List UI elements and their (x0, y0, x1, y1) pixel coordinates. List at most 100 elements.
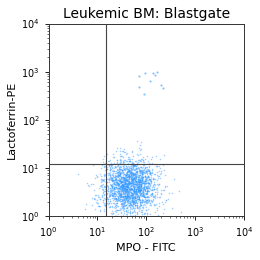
Point (144, 184, 148, 188)
Point (112, 196, 116, 200)
Point (115, 174, 120, 178)
Point (140, 197, 145, 201)
Point (138, 180, 142, 185)
Point (102, 154, 106, 158)
Point (113, 214, 118, 218)
Point (135, 170, 139, 174)
Point (108, 170, 112, 174)
Point (92, 196, 96, 200)
Point (129, 207, 134, 211)
Point (143, 178, 147, 183)
Point (110, 177, 114, 181)
Point (140, 172, 144, 176)
Point (142, 198, 146, 203)
Point (119, 191, 124, 196)
Point (138, 210, 142, 214)
Point (122, 182, 127, 186)
Point (122, 150, 126, 154)
Point (126, 198, 131, 203)
Point (144, 170, 148, 174)
Point (124, 212, 128, 216)
Point (131, 171, 135, 175)
Point (146, 189, 150, 193)
Point (126, 210, 130, 214)
Point (113, 206, 117, 211)
Point (125, 167, 129, 171)
Point (111, 155, 115, 159)
Point (130, 199, 134, 203)
Point (113, 197, 117, 201)
Point (129, 174, 133, 178)
Point (108, 167, 113, 172)
Point (122, 186, 127, 190)
Point (120, 168, 124, 172)
Point (116, 184, 120, 188)
Point (111, 169, 115, 173)
Point (120, 202, 124, 206)
Point (121, 183, 125, 187)
Point (132, 176, 136, 180)
Point (118, 193, 122, 197)
Point (123, 193, 127, 197)
Point (118, 172, 122, 176)
Point (127, 173, 131, 177)
Point (142, 187, 146, 191)
Point (125, 193, 129, 197)
Point (131, 154, 135, 158)
Point (124, 188, 128, 192)
Point (121, 183, 125, 187)
Point (149, 172, 153, 177)
Point (110, 165, 114, 169)
Point (134, 196, 138, 200)
Point (134, 194, 139, 199)
Point (144, 186, 148, 190)
Point (99, 177, 103, 181)
Point (161, 86, 165, 90)
Point (152, 194, 156, 198)
Point (126, 198, 130, 202)
Point (124, 172, 128, 176)
Point (128, 214, 132, 218)
Point (130, 192, 134, 196)
Point (114, 210, 118, 214)
Point (139, 180, 143, 184)
Point (145, 187, 149, 191)
Point (117, 165, 121, 169)
Point (143, 189, 147, 193)
Point (124, 167, 128, 171)
Point (125, 194, 129, 198)
Point (125, 210, 129, 214)
Point (130, 165, 134, 170)
Point (134, 170, 139, 174)
Point (139, 180, 143, 184)
Point (129, 166, 133, 170)
Point (124, 197, 128, 202)
Point (148, 182, 152, 186)
Point (113, 171, 117, 175)
Point (133, 198, 137, 202)
Point (147, 192, 152, 197)
Point (119, 171, 123, 175)
Point (123, 196, 127, 200)
Point (129, 183, 133, 187)
Point (120, 204, 124, 209)
Point (142, 181, 147, 185)
Point (131, 173, 135, 177)
Point (119, 158, 123, 162)
Point (132, 177, 136, 181)
Point (151, 193, 155, 198)
Point (134, 179, 138, 183)
Point (133, 189, 137, 193)
Point (126, 174, 130, 178)
Point (127, 159, 131, 163)
Point (120, 182, 124, 186)
Point (140, 158, 145, 162)
Point (121, 170, 125, 174)
Point (114, 165, 118, 170)
Point (125, 202, 129, 206)
Point (122, 186, 126, 190)
Point (139, 180, 143, 184)
Point (124, 184, 128, 188)
Point (148, 171, 152, 175)
Point (131, 196, 135, 200)
